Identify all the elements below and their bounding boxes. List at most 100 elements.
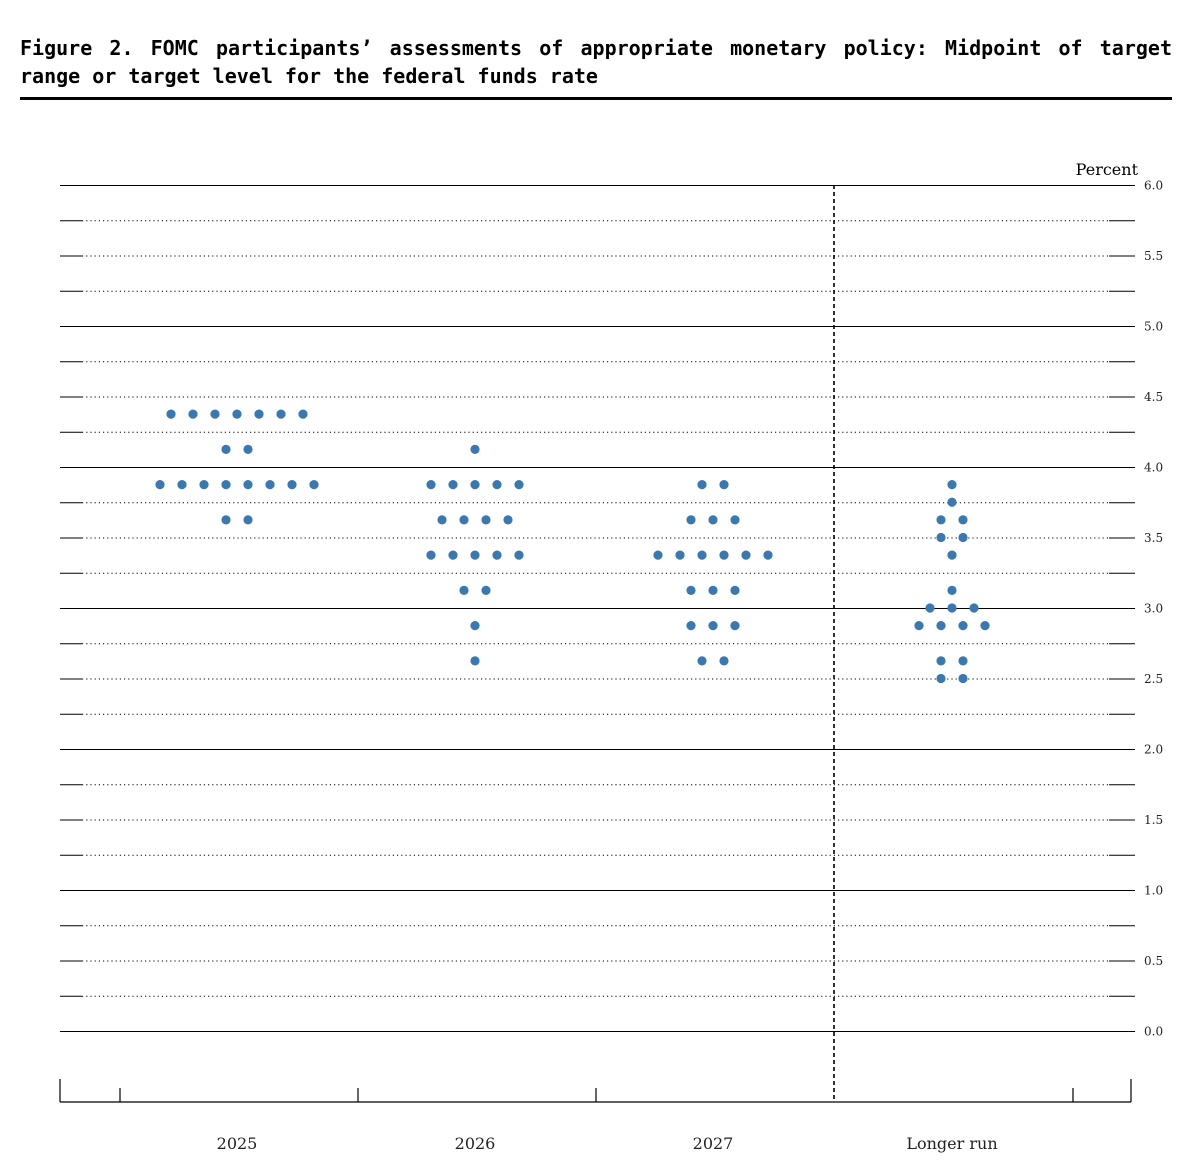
- y-tick-label: 2.0: [1144, 743, 1163, 757]
- dot-point: [708, 585, 718, 595]
- y-tick-label: 4.5: [1144, 390, 1163, 404]
- dot-point: [470, 621, 480, 631]
- dot-point: [298, 409, 308, 419]
- dot-point: [936, 532, 946, 543]
- dot-point: [708, 621, 718, 631]
- dots: [155, 409, 990, 684]
- dot-point: [514, 480, 524, 490]
- dot-point: [686, 621, 696, 631]
- y-tick-label: 3.5: [1144, 531, 1163, 545]
- dot-point: [958, 673, 968, 684]
- y-tick-label: 5.0: [1144, 320, 1163, 334]
- dot-point: [936, 656, 946, 666]
- dot-point: [947, 497, 957, 507]
- y-tick-label: 5.5: [1144, 249, 1163, 263]
- y-tick-label: 3.0: [1144, 602, 1163, 616]
- x-axis: 2025 2026 2027 Longer run: [59, 1079, 1132, 1153]
- dot-point: [426, 480, 436, 490]
- dot-point: [763, 550, 773, 560]
- dot-point: [936, 621, 946, 631]
- y-tick-label: 4.0: [1144, 461, 1163, 475]
- dot-point: [697, 656, 707, 666]
- y-tick-label: 2.5: [1144, 672, 1163, 686]
- dot-point: [730, 515, 740, 525]
- dot-point: [514, 550, 524, 560]
- y-axis-labels: 0.0 0.5 1.0 1.5 2.0 2.5 3.0 3.5 4.0 4.5 5.0 5.5 6.0: [1144, 179, 1163, 1039]
- dot-point: [675, 550, 685, 560]
- dot-point: [426, 550, 436, 560]
- dot-point: [481, 585, 491, 595]
- dot-point: [177, 480, 187, 490]
- x-category-label: 2025: [217, 1134, 258, 1153]
- dot-point: [276, 409, 286, 419]
- dot-point: [481, 515, 491, 525]
- dot-point: [708, 515, 718, 525]
- dot-point: [947, 480, 957, 490]
- dot-point: [492, 480, 502, 490]
- dot-point: [980, 621, 990, 631]
- dot-point: [459, 515, 469, 525]
- dot-point: [470, 444, 480, 454]
- dot-point: [936, 673, 946, 684]
- dot-point: [741, 550, 751, 560]
- dot-point: [730, 621, 740, 631]
- figure-title: Figure 2. FOMC participants’ assessments…: [20, 36, 1172, 88]
- dot-point: [243, 515, 253, 525]
- dot-point: [947, 585, 957, 595]
- dot-point: [719, 480, 729, 490]
- dot-point: [719, 550, 729, 560]
- y-tick-label: 6.0: [1144, 179, 1163, 193]
- dot-point: [470, 480, 480, 490]
- dot-point: [925, 603, 935, 613]
- dot-point: [914, 621, 924, 631]
- y-axis-unit-label: Percent: [1076, 160, 1139, 179]
- dot-point: [947, 550, 957, 560]
- dot-point: [448, 550, 458, 560]
- dot-point: [243, 444, 253, 454]
- dot-point: [958, 656, 968, 666]
- dot-point: [243, 480, 253, 490]
- dot-point: [459, 585, 469, 595]
- dot-point: [265, 480, 275, 490]
- dot-point: [232, 409, 242, 419]
- dot-point: [686, 585, 696, 595]
- dot-point: [188, 409, 198, 419]
- dot-point: [199, 480, 209, 490]
- y-tick-label: 0.5: [1144, 954, 1163, 968]
- dot-point: [969, 603, 979, 613]
- dot-point: [503, 515, 513, 525]
- x-category-label: 2027: [693, 1134, 734, 1153]
- dot-point: [470, 656, 480, 666]
- dot-point: [686, 515, 696, 525]
- dot-point: [730, 585, 740, 595]
- dot-point: [221, 515, 231, 525]
- dot-point: [492, 550, 502, 560]
- y-tick-label: 1.0: [1144, 884, 1163, 898]
- dot-point: [254, 409, 264, 419]
- dot-point: [958, 621, 968, 631]
- y-tick-label: 1.5: [1144, 813, 1163, 827]
- dot-point: [448, 480, 458, 490]
- dot-point: [437, 515, 447, 525]
- grid-lines: [60, 185, 1135, 1032]
- title-rule: [20, 97, 1172, 100]
- dot-point: [166, 409, 176, 419]
- dot-point: [958, 515, 968, 525]
- dot-point: [958, 532, 968, 543]
- dot-point: [697, 480, 707, 490]
- y-tick-label: 0.0: [1144, 1025, 1163, 1039]
- dot-point: [936, 515, 946, 525]
- dot-point: [697, 550, 707, 560]
- dot-point: [947, 603, 957, 613]
- x-category-label: 2026: [455, 1134, 496, 1153]
- dot-point: [719, 656, 729, 666]
- dot-point: [287, 480, 297, 490]
- dot-point: [470, 550, 480, 560]
- x-category-label: Longer run: [906, 1134, 997, 1153]
- dot-point: [221, 444, 231, 454]
- dot-point: [221, 480, 231, 490]
- dot-point: [210, 409, 220, 419]
- dot-point: [309, 480, 319, 490]
- dot-point: [155, 480, 165, 490]
